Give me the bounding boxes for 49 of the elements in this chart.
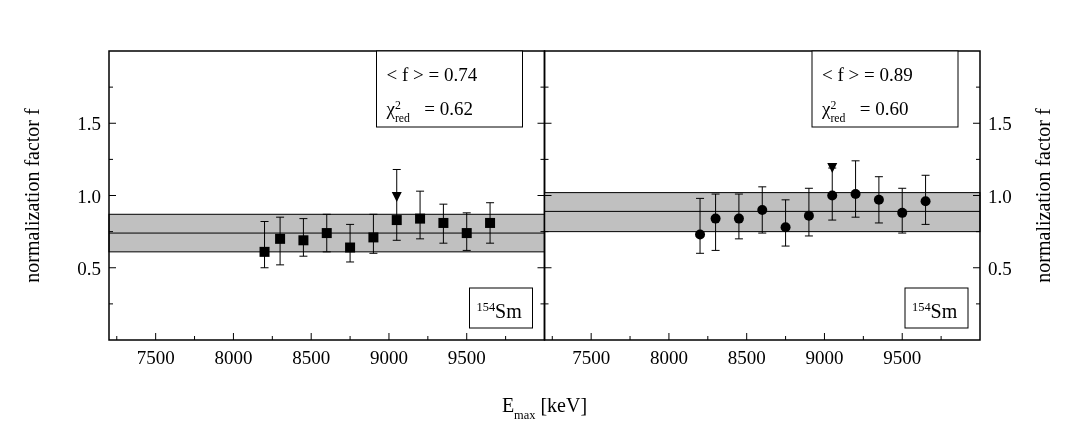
annotation: < f > = 0.74 <box>386 64 478 85</box>
y-tick-label: 1.5 <box>988 113 1012 135</box>
point <box>321 228 332 239</box>
point <box>461 228 472 239</box>
annotation: < f > = 0.89 <box>822 64 913 85</box>
y-tick-label: 1.5 <box>77 113 101 135</box>
point <box>850 189 861 200</box>
point <box>391 191 402 202</box>
x-tick-label: 7500 <box>136 347 175 368</box>
point <box>873 194 884 205</box>
point <box>733 213 744 224</box>
y-tick-label: 1.0 <box>77 185 101 207</box>
point <box>438 217 449 228</box>
point <box>275 233 286 244</box>
x-tick-label: 9000 <box>369 347 408 368</box>
point <box>710 213 721 224</box>
point <box>897 207 908 218</box>
x-tick-label: 9500 <box>883 347 922 368</box>
y-tick-label: 1.0 <box>988 185 1012 207</box>
y-axis-title: normalization factor f <box>21 107 43 283</box>
annotation: $^{154}$Sm <box>476 300 523 322</box>
point <box>920 196 931 207</box>
point <box>827 163 838 174</box>
point <box>780 222 791 233</box>
point <box>415 213 426 224</box>
point <box>259 246 270 257</box>
point <box>695 229 706 240</box>
x-tick-label: 9500 <box>447 347 486 368</box>
text: χ$^{2}$$_{red}$ = 0.62 <box>386 98 473 125</box>
text: χ$^{2}$$_{red}$ = 0.60 <box>822 98 909 125</box>
y-axis-title: normalization factor f <box>1032 107 1054 283</box>
x-tick-label: 8500 <box>727 347 766 368</box>
x-tick-label: 7500 <box>572 347 611 368</box>
point <box>368 232 379 243</box>
point <box>391 215 402 226</box>
y-tick-label: 0.5 <box>988 257 1012 279</box>
x-tick-label: 8000 <box>649 347 688 368</box>
point <box>345 242 356 253</box>
x-axis-title: E$_{max}$ [keV] <box>501 394 588 422</box>
annotation: $^{154}$Sm <box>912 300 958 322</box>
point <box>298 235 309 246</box>
point <box>757 204 768 215</box>
x-tick-label: 9000 <box>805 347 844 368</box>
point <box>485 217 496 228</box>
point <box>803 210 814 221</box>
point <box>827 190 838 201</box>
x-tick-label: 8500 <box>292 347 331 368</box>
x-tick-label: 8000 <box>214 347 253 368</box>
y-tick-label: 0.5 <box>77 257 101 279</box>
